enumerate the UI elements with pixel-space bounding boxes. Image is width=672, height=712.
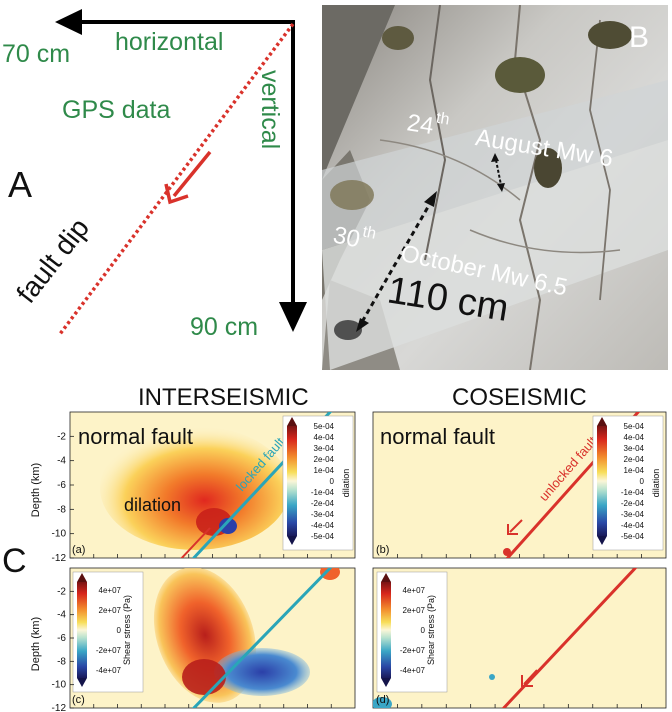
colorbar-dilation-tick: -4e-04 xyxy=(621,521,645,530)
subplot-label-d: (d) xyxy=(376,694,389,706)
svg-text:dilation: dilation xyxy=(651,469,661,498)
colorbar-dilation-tick: -1e-04 xyxy=(621,488,645,497)
depth-tick-label: -2 xyxy=(57,431,66,442)
colorbar-dilation-tick: -2e-04 xyxy=(311,499,335,508)
vertical-label: vertical xyxy=(256,70,284,149)
colorbar-shear-tick: 0 xyxy=(421,626,426,635)
colorbar-shear-tick: -4e+07 xyxy=(400,666,426,675)
shear-stress-blue-region xyxy=(214,648,310,696)
colorbar-dilation-tick: -3e-04 xyxy=(621,510,645,519)
depth-tick-label: -6 xyxy=(57,480,66,491)
colorbar-dilation-tick: 3e-04 xyxy=(314,444,335,453)
svg-text:30: 30 xyxy=(331,221,363,253)
colorbar-shear-tick: -2e+07 xyxy=(400,646,426,655)
panel-letter-c: C xyxy=(2,542,27,580)
colorbar-dilation-tick: 2e-04 xyxy=(314,455,335,464)
colorbar-dilation-tick: -2e-04 xyxy=(621,499,645,508)
offset-arrowhead-top xyxy=(424,191,437,207)
colorbar-dilation-b: dilation xyxy=(592,415,664,551)
depth-tick-label: -12 xyxy=(52,553,67,564)
colorbar-dilation-tick: 3e-04 xyxy=(624,444,645,453)
panel-b: B 24 th August Mw 6 30 th October Mw 6.5… xyxy=(322,5,668,370)
fault-dip-label: fault dip xyxy=(10,212,95,308)
colorbar-dilation-tick: 4e-04 xyxy=(624,433,645,442)
colorbar-shear-tick: 4e+07 xyxy=(99,586,122,595)
gps-data-label: GPS data xyxy=(62,96,170,124)
panel-letter-a: A xyxy=(8,164,32,205)
colorbar-shear-d: Shear stress (Pa) xyxy=(376,571,448,693)
panel-a: horizontal 70 cm GPS data vertical 90 cm… xyxy=(2,9,307,341)
coseismic-title: COSEISMIC xyxy=(452,384,587,411)
colorbar-dilation-tick: -4e-04 xyxy=(311,521,335,530)
colorbar-shear-tick: -4e+07 xyxy=(96,666,122,675)
depth-tick-label: -4 xyxy=(57,456,66,467)
colorbar-dilation-tick: 5e-04 xyxy=(624,422,645,431)
offset-110cm-arrow xyxy=(360,199,434,323)
panel-letter-b: B xyxy=(629,21,649,54)
depth-tick-label: -6 xyxy=(57,633,66,644)
panel-c: INTERSEISMIC COSEISMIC C Depth (km) Dept… xyxy=(2,384,667,712)
colorbar-dilation-tick: 0 xyxy=(330,477,335,486)
colorbar-shear-tick: -2e+07 xyxy=(96,646,122,655)
horizontal-value: 70 cm xyxy=(2,40,70,68)
fault-dip-line xyxy=(58,22,295,336)
tick-labels: -2 -4 -6 -8 -10 -12 -2 -4 -6 -8 -10 -12 5e-04 4e-04 3e… xyxy=(52,422,645,712)
depth-tick-label: -8 xyxy=(57,504,66,515)
fault-scarp-photo xyxy=(322,5,668,370)
depth-tick-label: -12 xyxy=(52,703,67,712)
depth-tick-label: -10 xyxy=(52,529,67,540)
subplot-label-b: (b) xyxy=(376,544,389,556)
colorbar-dilation-tick: 0 xyxy=(640,477,645,486)
colorbar-shear-tick: 2e+07 xyxy=(403,606,426,615)
dilation-region-label: dilation xyxy=(124,495,181,515)
depth-tick-label: -10 xyxy=(52,680,67,691)
slip-arrowhead xyxy=(164,183,189,205)
normal-fault-label-a: normal fault xyxy=(78,424,193,449)
colorbar-dilation-a: dilation xyxy=(282,415,354,551)
colorbar-dilation-tick: 4e-04 xyxy=(314,433,335,442)
dilation-region xyxy=(100,426,290,550)
interseismic-title: INTERSEISMIC xyxy=(138,384,309,411)
offset-24aug-arrow xyxy=(495,159,502,186)
svg-text:Shear stress (Pa): Shear stress (Pa) xyxy=(426,595,436,665)
vertical-arrowhead xyxy=(279,302,307,332)
colorbar-dilation-tick: 1e-04 xyxy=(314,466,335,475)
colorbar-dilation-tick: -1e-04 xyxy=(311,488,335,497)
normal-fault-label-b: normal fault xyxy=(380,424,495,449)
depth-tick-label: -4 xyxy=(57,610,66,621)
locked-fault-line-c xyxy=(191,568,333,708)
colorbar-shear-tick: 4e+07 xyxy=(403,586,426,595)
colorbar-shear-tick: 0 xyxy=(117,626,122,635)
depth-axis-label-top: Depth (km) xyxy=(30,463,42,517)
depth-tick-label: -8 xyxy=(57,656,66,667)
svg-text:24: 24 xyxy=(405,109,436,140)
offset-arrowhead-bottom xyxy=(356,318,369,332)
unlocked-fault-line-d xyxy=(501,568,638,708)
svg-text:th: th xyxy=(361,223,378,242)
horizontal-arrowhead xyxy=(55,9,82,35)
svg-text:Shear stress (Pa): Shear stress (Pa) xyxy=(122,595,132,665)
colorbar-dilation-tick: 2e-04 xyxy=(624,455,645,464)
colorbar-dilation-tick: 5e-04 xyxy=(314,422,335,431)
depth-tick-label: -2 xyxy=(57,586,66,597)
colorbar-dilation-tick: -5e-04 xyxy=(621,532,645,541)
svg-text:dilation: dilation xyxy=(341,469,351,498)
colorbar-shear-c: Shear stress (Pa) xyxy=(72,571,144,693)
colorbar-shear-tick: 2e+07 xyxy=(99,606,122,615)
colorbar-dilation-tick: 1e-04 xyxy=(624,466,645,475)
svg-text:th: th xyxy=(435,110,451,129)
vertical-value: 90 cm xyxy=(190,313,258,341)
horizontal-label: horizontal xyxy=(115,28,223,56)
depth-axis-label-bottom: Depth (km) xyxy=(30,617,42,671)
slip-arrow-shaft xyxy=(172,150,212,198)
subplot-label-c: (c) xyxy=(72,694,85,706)
colorbar-dilation-tick: -3e-04 xyxy=(311,510,335,519)
subplot-label-a: (a) xyxy=(72,544,85,556)
colorbar-dilation-tick: -5e-04 xyxy=(311,532,335,541)
